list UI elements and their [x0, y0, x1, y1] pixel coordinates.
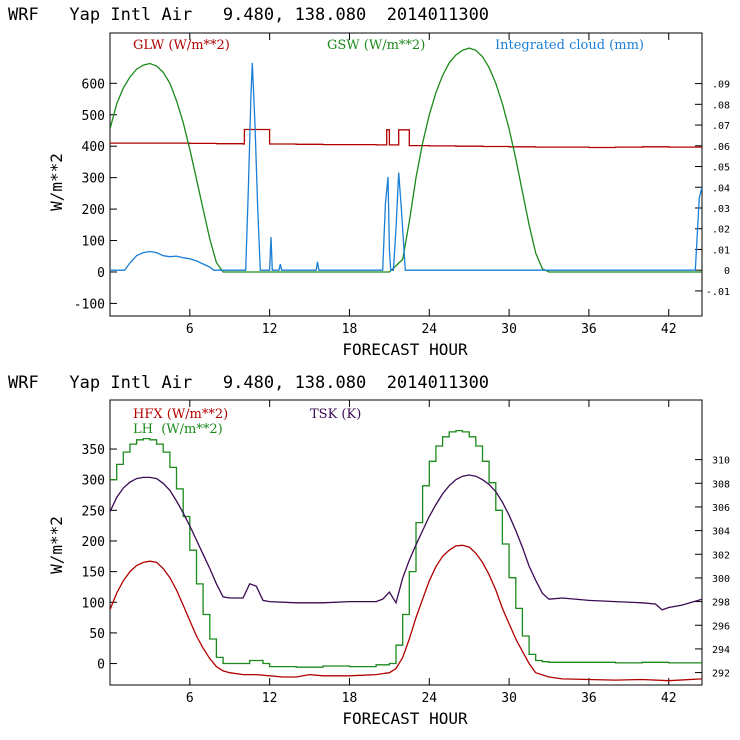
y-tick-label: 400: [82, 140, 105, 155]
series-line-tsk: [110, 474, 702, 611]
x-axis-label: FORECAST HOUR: [342, 340, 468, 359]
legend-gsw: GSW (W/m**2): [327, 38, 425, 53]
y-tick-label: 300: [82, 172, 105, 187]
y2-tick-label: -.01: [706, 287, 730, 298]
y-tick-label: 350: [82, 443, 105, 458]
y2-tick-label: .09: [712, 80, 730, 91]
surface-flux-panel: WRF Yap Intl Air 9.480, 138.080 20140113…: [8, 373, 730, 728]
x-tick-label: 42: [661, 322, 677, 337]
y2-tick-label: .06: [712, 142, 730, 153]
y2-tick-label: 302: [712, 550, 730, 561]
series-line-glw: [110, 128, 702, 149]
x-tick-label: 30: [501, 322, 517, 337]
y-tick-label: 50: [89, 627, 105, 642]
y-tick-label: 0: [97, 658, 105, 673]
legend-hfx: HFX (W/m**2): [133, 407, 228, 422]
y2-tick-label: 0: [724, 266, 730, 277]
y2-tick-label: 304: [712, 527, 730, 538]
y-tick-label: -100: [74, 297, 105, 312]
y2-tick-label: .02: [712, 225, 730, 236]
cloud-radiation-panel: WRF Yap Intl Air 9.480, 138.080 20140113…: [8, 5, 730, 359]
y-tick-label: 250: [82, 504, 105, 519]
x-tick-label: 18: [342, 691, 358, 706]
y-tick-label: 0: [97, 266, 105, 281]
x-tick-label: 12: [262, 691, 278, 706]
plot-frame: [109, 399, 703, 686]
x-tick-label: 36: [581, 322, 597, 337]
y2-tick-label: 308: [712, 479, 730, 490]
y-tick-label: 150: [82, 566, 105, 581]
x-axis-label: FORECAST HOUR: [342, 709, 468, 728]
legend-tsk: TSK (K): [310, 407, 361, 422]
y2-tick-label: .05: [712, 163, 730, 174]
y-tick-label: 600: [82, 77, 105, 92]
series-line-hfx: [110, 544, 702, 682]
legend-integrated-cloud: Integrated cloud (mm): [495, 38, 644, 53]
y2-tick-label: .07: [712, 121, 730, 132]
y-tick-label: 500: [82, 109, 105, 124]
x-tick-label: 36: [581, 691, 597, 706]
y-axis-label: W/m**2: [47, 153, 66, 211]
y2-tick-label: 296: [712, 621, 730, 632]
x-tick-label: 12: [262, 322, 278, 337]
y-tick-label: 200: [82, 535, 105, 550]
y2-tick-label: .03: [712, 204, 730, 215]
y2-tick-label: 292: [712, 669, 730, 680]
x-tick-label: 24: [421, 322, 437, 337]
series-line-lh: [110, 429, 702, 668]
legend-lh: LH (W/m**2): [133, 422, 223, 437]
y2-tick-label: 310: [712, 456, 730, 467]
x-tick-label: 24: [421, 691, 437, 706]
y2-tick-label: .08: [712, 100, 730, 111]
y2-tick-label: 298: [712, 598, 730, 609]
y2-tick-label: 306: [712, 503, 730, 514]
y-tick-label: 100: [82, 596, 105, 611]
y2-tick-label: .01: [712, 245, 730, 256]
y-tick-label: 300: [82, 474, 105, 489]
y2-tick-label: .04: [712, 183, 730, 194]
x-tick-label: 6: [186, 691, 194, 706]
x-tick-label: 42: [661, 691, 677, 706]
y-tick-label: 100: [82, 235, 105, 250]
panel-header: WRF Yap Intl Air 9.480, 138.080 20140113…: [8, 373, 489, 393]
x-tick-label: 18: [342, 322, 358, 337]
y-tick-label: 200: [82, 203, 105, 218]
y-axis-label: W/m**2: [47, 516, 66, 574]
panel-header: WRF Yap Intl Air 9.480, 138.080 20140113…: [8, 5, 489, 25]
plot-frame: [109, 32, 703, 317]
y2-tick-label: 294: [712, 645, 730, 656]
y2-tick-label: 300: [712, 574, 730, 585]
series-line-gsw: [110, 47, 702, 273]
x-tick-label: 30: [501, 691, 517, 706]
series-line-integrated: [110, 62, 702, 271]
x-tick-label: 6: [186, 322, 194, 337]
legend-glw: GLW (W/m**2): [133, 38, 230, 53]
